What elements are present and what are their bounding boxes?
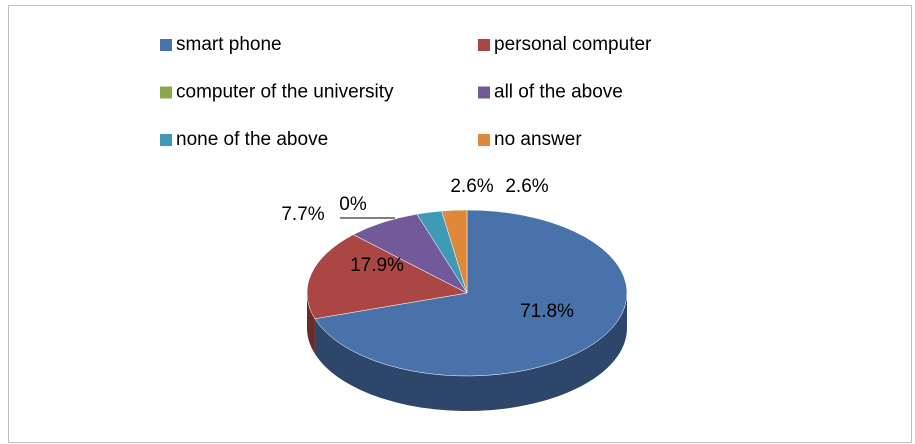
data-label: 2.6%	[450, 176, 493, 197]
legend-swatch	[160, 39, 172, 51]
slice	[314, 209, 628, 377]
slice	[306, 234, 468, 320]
data-label: 7.7%	[281, 204, 324, 225]
legend-label: personal computer	[494, 34, 652, 55]
data-label: 0%	[339, 194, 367, 215]
legend-swatch	[160, 86, 172, 99]
data-label: 2.6%	[505, 176, 548, 197]
legend-label: all of the above	[494, 82, 623, 103]
legend-swatch	[478, 134, 490, 146]
slice-side	[314, 293, 627, 411]
legend-label: none of the above	[176, 129, 328, 150]
slice-side-shade	[314, 293, 627, 411]
legend-swatch	[478, 39, 490, 51]
slice	[441, 209, 468, 294]
legend-label: computer of the university	[176, 82, 394, 103]
legend-label: smart phone	[176, 34, 282, 55]
legend-swatch	[478, 86, 490, 99]
data-label: 17.9%	[350, 255, 404, 276]
data-label: 71.8%	[520, 301, 574, 322]
legend-swatch	[160, 134, 172, 146]
slice-side	[307, 293, 315, 354]
legend-label: no answer	[494, 129, 582, 150]
slice-side-shade	[307, 293, 315, 354]
